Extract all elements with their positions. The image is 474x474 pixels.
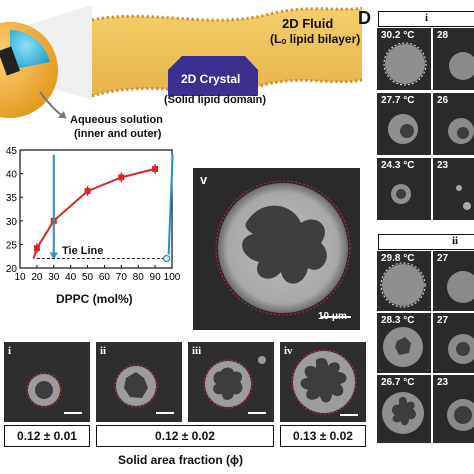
d-ii-frame-3: 26.7 °C <box>377 375 431 443</box>
x-tick-label: 20 <box>31 272 43 283</box>
aqueous-label: Aqueous solution <box>70 114 163 126</box>
x-tick-label: 80 <box>133 272 145 283</box>
panel-ii-label: ii <box>100 345 107 357</box>
arrow-left-head <box>49 252 58 260</box>
crystal-domain <box>168 56 258 96</box>
x-tick-label: 10 <box>14 272 26 283</box>
y-tick-label: 20 <box>6 264 18 275</box>
d-i-frame-3b: 23 <box>433 158 474 220</box>
fraction-box-ii-iii: 0.12 ± 0.02 <box>96 425 274 447</box>
micrograph-iv <box>280 342 366 422</box>
fluid-label: 2D Fluid <box>282 16 334 31</box>
solid-area-label: Solid area fraction (ϕ) <box>118 453 244 467</box>
x-tick-label: 30 <box>48 272 60 283</box>
d-i-temp-1b: 28 <box>437 30 449 41</box>
x-tick-label: 70 <box>116 272 128 283</box>
y-tick-label: 25 <box>6 240 18 251</box>
panel-v-label: v <box>200 172 208 187</box>
plot-frame <box>19 149 173 269</box>
x-tick-label: 90 <box>150 272 162 283</box>
scale-bar-label: 10 μm <box>318 311 347 322</box>
y-tick-label: 45 <box>6 146 18 157</box>
micrograph-v <box>193 168 360 330</box>
micrograph-iii <box>188 342 274 422</box>
micrograph-i <box>4 342 90 422</box>
d-i-frame-2: 27.7 °C <box>377 93 431 155</box>
d-ii-frame-3b: 23 <box>433 375 474 443</box>
x-tick-label: 60 <box>99 272 111 283</box>
d-ii-frame-2: 28.3 °C <box>377 313 431 373</box>
d-ii-temp-1b: 27 <box>437 253 449 264</box>
d-ii-temp-1: 29.8 °C <box>381 253 415 264</box>
d-ii-temp-2b: 27 <box>437 315 449 326</box>
d-i-temp-1: 30.2 °C <box>381 30 415 41</box>
crystal-flower-v <box>242 205 327 284</box>
data-point <box>84 188 91 195</box>
d-ii-temp-2: 28.3 °C <box>381 315 415 326</box>
vesicle-domain <box>10 30 50 70</box>
tie-line-label: Tie Line <box>62 245 104 257</box>
d-header-i: i <box>425 12 429 24</box>
fluid-sub-label: (Lₒ lipid bilayer) <box>270 32 361 46</box>
x-tick-label: 100 <box>164 272 181 283</box>
d-i-frame-3: 24.3 °C <box>377 158 431 220</box>
micrograph-ii <box>96 342 182 422</box>
d-i-frame-1b: 28 <box>433 28 474 90</box>
arrow-right-end <box>162 254 171 263</box>
d-i-temp-2b: 26 <box>437 95 449 106</box>
d-i-frame-2b: 26 <box>433 93 474 155</box>
d-ii-temp-3: 26.7 °C <box>381 377 415 388</box>
x-axis-label: DPPC (mol%) <box>56 292 133 306</box>
d-ii-frame-1b: 27 <box>433 251 474 311</box>
x-tick-label: 40 <box>65 272 77 283</box>
d-header-ii: ii <box>452 235 459 247</box>
crystal-label: 2D Crystal <box>181 72 241 86</box>
crystal-sub-label: (Solid lipid domain) <box>164 94 267 106</box>
d-i-frame-1: 30.2 °C <box>377 28 431 90</box>
panel-iv-label: iv <box>284 345 293 357</box>
data-point <box>33 245 40 252</box>
panel-d-label: D <box>358 8 371 28</box>
membrane-band <box>92 8 362 96</box>
x-tick-label: 50 <box>82 272 94 283</box>
d-ii-frame-1: 29.8 °C <box>377 251 431 311</box>
arrow-right <box>167 154 174 255</box>
d-i-temp-2: 27.7 °C <box>381 95 415 106</box>
panel-iii-label: iii <box>192 345 202 357</box>
y-tick-label: 40 <box>6 170 18 181</box>
d-i-temp-3b: 23 <box>437 160 449 171</box>
aqueous-sub-label: (inner and outer) <box>74 128 162 140</box>
d-header-ii-box <box>378 234 474 250</box>
membrane-schematic <box>0 5 363 119</box>
y-tick-label: 30 <box>6 217 18 228</box>
fraction-box-iv: 0.13 ± 0.02 <box>280 425 366 447</box>
data-point <box>152 165 159 172</box>
d-i-temp-3: 24.3 °C <box>381 160 415 171</box>
panel-i-label: i <box>8 345 12 357</box>
y-tick-label: 35 <box>6 193 18 204</box>
d-ii-frame-2b: 27 <box>433 313 474 373</box>
d-header-i-box <box>378 11 474 27</box>
d-ii-temp-3b: 23 <box>437 377 449 388</box>
fraction-box-i: 0.12 ± 0.01 <box>4 425 90 447</box>
data-point <box>118 174 125 181</box>
